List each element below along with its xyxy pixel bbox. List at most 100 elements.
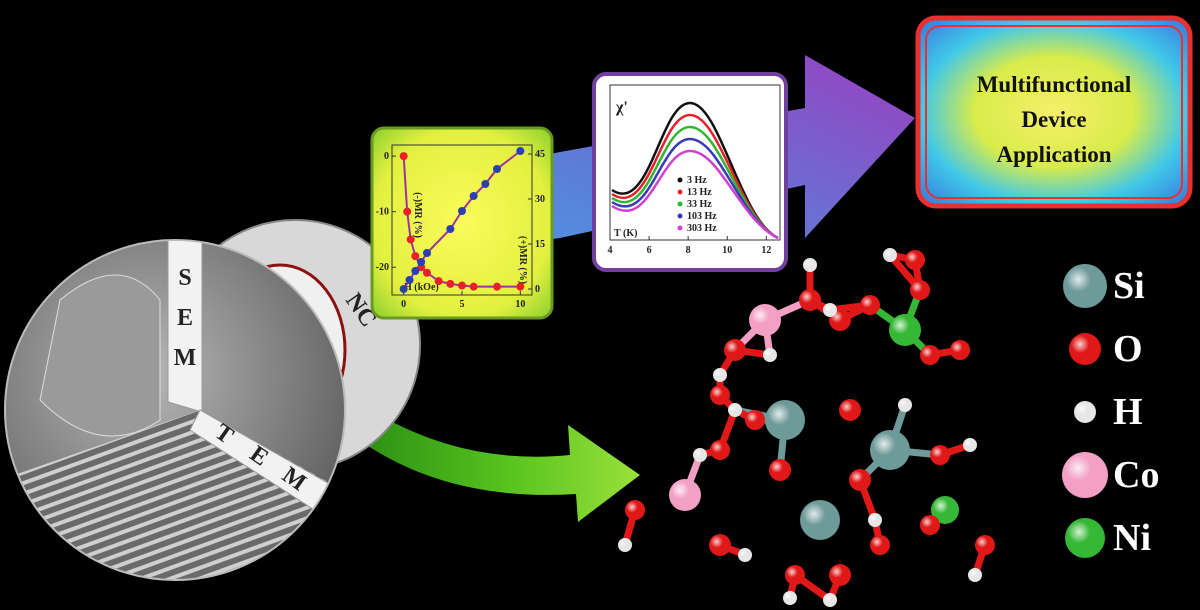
atom-shine	[920, 515, 940, 535]
atom-shine	[763, 348, 777, 362]
atom-shine	[738, 548, 752, 562]
data-point	[405, 276, 414, 284]
element-ball-shine	[1074, 401, 1096, 423]
legend-marker	[677, 189, 683, 195]
atom-shine	[860, 295, 880, 315]
mr-chart: 0 5 10 -20 -10 0 0 15 30 45 H (kOe) (-)MR (%) (+)MR …	[376, 147, 545, 310]
element-label: Co	[1113, 454, 1159, 496]
atom-shine	[728, 403, 742, 417]
atom-shine	[669, 479, 701, 511]
chi-curve	[611, 101, 779, 240]
y2-axis-label: (+)MR (%)	[517, 236, 528, 284]
molecule	[618, 248, 995, 607]
y2-tick-label: 30	[535, 194, 545, 205]
atom-shine	[693, 448, 707, 462]
atom-shine	[709, 534, 731, 556]
atom-shine	[883, 248, 897, 262]
element-legend: Si OH Co Ni	[1062, 264, 1159, 559]
atom-shine	[975, 535, 995, 555]
legend-label: 103 Hz	[687, 211, 717, 222]
x-tick-label: 0	[401, 299, 406, 310]
atom-shine	[799, 289, 821, 311]
data-point	[423, 249, 431, 257]
chi-curve	[611, 137, 779, 240]
y-tick-label: 0	[384, 151, 389, 162]
sem-letter: M	[174, 345, 197, 371]
atom-shine	[618, 538, 632, 552]
atom-shine	[710, 385, 730, 405]
y2-tick-label: 45	[535, 149, 545, 160]
chi-plot-frame	[609, 84, 781, 241]
data-point	[446, 279, 455, 288]
x-tick-label: 8	[686, 245, 691, 256]
atom-shine	[905, 250, 925, 270]
legend-marker	[677, 213, 683, 219]
device-line: Application	[996, 142, 1111, 167]
sem-letter: E	[177, 305, 193, 331]
y2-tick-label: 0	[535, 284, 540, 295]
atom-shine	[968, 568, 982, 582]
legend-label: 303 Hz	[687, 223, 717, 234]
atom-shine	[745, 410, 765, 430]
atom-shine	[950, 340, 970, 360]
device-box	[915, 15, 1193, 209]
data-point	[399, 285, 408, 293]
x-tick-label: 6	[647, 245, 652, 256]
x-tick-label: 10	[722, 245, 732, 256]
legend-label: 33 Hz	[687, 199, 712, 210]
data-point	[399, 152, 408, 161]
data-point	[516, 282, 525, 291]
data-point	[481, 180, 490, 188]
data-point	[403, 207, 412, 216]
chi-curve	[611, 149, 779, 240]
x-axis-label: H (kOe)	[404, 282, 439, 293]
atom-shine	[765, 400, 805, 440]
y-tick-label: -10	[376, 207, 389, 218]
data-point	[446, 225, 455, 233]
data-point	[411, 252, 420, 261]
element-ball-shine	[1069, 333, 1101, 365]
chi-curve	[611, 125, 779, 240]
data-point	[458, 207, 466, 215]
atom-shine	[920, 345, 940, 365]
atom-shine	[910, 280, 930, 300]
atom-shine	[800, 500, 840, 540]
element-ball-shine	[1062, 452, 1108, 498]
data-point	[434, 277, 443, 286]
atom-shine	[963, 438, 977, 452]
atom-shine	[849, 469, 871, 491]
disc-border	[4, 239, 346, 581]
data-point	[469, 282, 478, 291]
atom-shine	[710, 440, 730, 460]
data-point	[458, 281, 466, 290]
atom-shine	[829, 564, 851, 586]
element-label: O	[1113, 328, 1143, 370]
atom-shine	[839, 399, 861, 421]
x-axis-label: T (K)	[614, 228, 637, 239]
atom-shine	[931, 496, 959, 524]
atom-shine	[785, 565, 805, 585]
legend-marker	[677, 225, 683, 231]
element-label: Si	[1113, 265, 1145, 307]
data-point	[469, 192, 478, 200]
data-point	[406, 235, 415, 244]
device-line: Device	[1021, 107, 1086, 132]
atom-shine	[625, 500, 645, 520]
atom-shine	[898, 398, 912, 412]
y-axis-label: (-)MR (%)	[412, 192, 423, 238]
device-text: Multifunctional Device Application	[977, 72, 1132, 167]
data-point	[493, 165, 501, 173]
y-axis-label: χ'	[615, 99, 628, 116]
x-tick-label: 10	[515, 299, 525, 310]
legend-marker	[677, 201, 683, 207]
atom-shine	[803, 258, 817, 272]
atom-shine	[823, 303, 837, 317]
sem-letter: S	[178, 265, 191, 291]
element-label: H	[1113, 391, 1143, 433]
atom-shine	[930, 445, 950, 465]
data-point	[493, 282, 501, 291]
atom-shine	[713, 368, 727, 382]
atom-shine	[868, 513, 882, 527]
atom-shine	[749, 304, 781, 336]
